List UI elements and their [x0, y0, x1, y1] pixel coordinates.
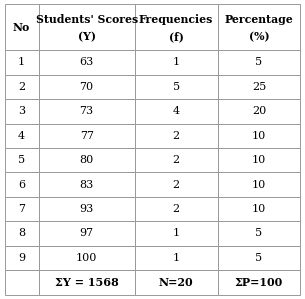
Text: N=20: N=20 — [159, 277, 193, 288]
Text: 2: 2 — [173, 131, 180, 141]
Text: 97: 97 — [80, 228, 94, 239]
Text: 2: 2 — [173, 204, 180, 214]
Text: 10: 10 — [252, 131, 266, 141]
Text: 5: 5 — [256, 228, 263, 239]
Bar — [5, 173, 39, 197]
Bar — [39, 75, 135, 99]
Bar — [39, 173, 135, 197]
Text: 1: 1 — [173, 253, 180, 263]
Bar — [217, 50, 300, 75]
Text: 80: 80 — [80, 155, 94, 165]
Text: 2: 2 — [18, 82, 25, 92]
Text: 1: 1 — [173, 228, 180, 239]
Bar — [39, 50, 135, 75]
Text: 83: 83 — [80, 180, 94, 190]
Text: 10: 10 — [252, 180, 266, 190]
Text: 1: 1 — [173, 57, 180, 68]
Text: ΣP=100: ΣP=100 — [235, 277, 283, 288]
Bar — [135, 50, 217, 75]
Text: Students' Scores: Students' Scores — [36, 14, 138, 25]
Text: 3: 3 — [18, 106, 25, 116]
Bar — [39, 99, 135, 123]
Bar — [135, 173, 217, 197]
Text: 5: 5 — [256, 57, 263, 68]
Text: 2: 2 — [173, 180, 180, 190]
Bar — [135, 123, 217, 148]
Text: 4: 4 — [173, 106, 180, 116]
Bar — [135, 197, 217, 221]
Bar — [5, 221, 39, 246]
Bar — [5, 148, 39, 173]
Bar — [5, 50, 39, 75]
Bar — [5, 4, 39, 50]
Text: 100: 100 — [76, 253, 97, 263]
Bar — [217, 99, 300, 123]
Bar — [5, 246, 39, 270]
Text: (f): (f) — [169, 31, 184, 42]
Bar — [217, 123, 300, 148]
Text: 77: 77 — [80, 131, 94, 141]
Bar — [5, 270, 39, 295]
Text: 4: 4 — [18, 131, 25, 141]
Bar — [135, 75, 217, 99]
Text: 6: 6 — [18, 180, 25, 190]
Bar — [217, 148, 300, 173]
Bar — [217, 246, 300, 270]
Text: 1: 1 — [18, 57, 25, 68]
Bar — [135, 221, 217, 246]
Bar — [39, 148, 135, 173]
Bar — [5, 75, 39, 99]
Text: 93: 93 — [80, 204, 94, 214]
Bar — [217, 75, 300, 99]
Bar — [217, 173, 300, 197]
Text: 8: 8 — [18, 228, 25, 239]
Bar — [39, 221, 135, 246]
Bar — [217, 270, 300, 295]
Bar — [5, 123, 39, 148]
Text: 73: 73 — [80, 106, 94, 116]
Text: 10: 10 — [252, 155, 266, 165]
Text: (Y): (Y) — [78, 31, 96, 42]
Text: Frequencies: Frequencies — [139, 14, 214, 25]
Text: 5: 5 — [173, 82, 180, 92]
Text: 5: 5 — [256, 253, 263, 263]
Bar — [5, 197, 39, 221]
Text: 7: 7 — [18, 204, 25, 214]
Bar — [135, 4, 217, 50]
Bar — [39, 4, 135, 50]
Text: 2: 2 — [173, 155, 180, 165]
Bar — [217, 4, 300, 50]
Text: 63: 63 — [80, 57, 94, 68]
Bar — [5, 99, 39, 123]
Bar — [39, 123, 135, 148]
Text: 9: 9 — [18, 253, 25, 263]
Text: 25: 25 — [252, 82, 266, 92]
Bar — [135, 270, 217, 295]
Text: 5: 5 — [18, 155, 25, 165]
Text: No: No — [13, 22, 30, 33]
Text: 20: 20 — [252, 106, 266, 116]
Bar — [217, 221, 300, 246]
Text: Percentage: Percentage — [224, 14, 293, 25]
Bar — [217, 197, 300, 221]
Bar — [135, 99, 217, 123]
Bar — [39, 246, 135, 270]
Text: 10: 10 — [252, 204, 266, 214]
Bar — [135, 246, 217, 270]
Bar — [39, 197, 135, 221]
Text: ΣY = 1568: ΣY = 1568 — [55, 277, 119, 288]
Text: 70: 70 — [80, 82, 94, 92]
Text: (%): (%) — [249, 31, 269, 42]
Bar — [39, 270, 135, 295]
Bar — [135, 148, 217, 173]
